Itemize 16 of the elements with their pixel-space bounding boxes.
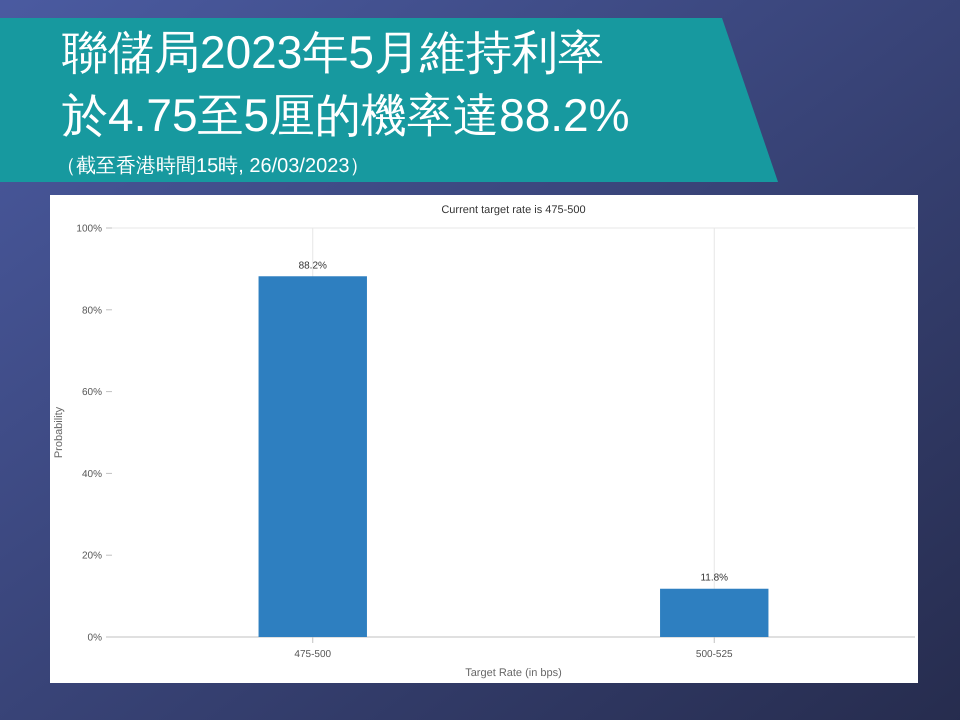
data-label: 11.8% [700, 572, 728, 584]
text: Current target rate is 475-500 [441, 204, 586, 216]
y-tick-label: 0% [88, 632, 102, 644]
text: （截至香港時間15時, 26/03/2023） [56, 155, 370, 177]
y-tick-label: 60% [82, 387, 102, 398]
x-tick-label: 500-525 [696, 649, 734, 660]
chart-subtitle: 於4.75至5厘的機率達88.2% [62, 89, 630, 141]
y-tick-label: 80% [82, 305, 102, 316]
data-label: 88.2% [298, 260, 328, 272]
x-axis-title: Target Rate (in bps) [465, 667, 562, 679]
y-tick-label: 40% [82, 468, 102, 480]
y-axis-title: Probability [53, 406, 65, 458]
chart-title: 聯儲局2023年5月維持利率 [62, 26, 604, 78]
y-tick-label: 20% [82, 550, 102, 562]
y-tick-label: 100% [76, 224, 102, 234]
x-tick-label: 475-500 [294, 649, 332, 660]
